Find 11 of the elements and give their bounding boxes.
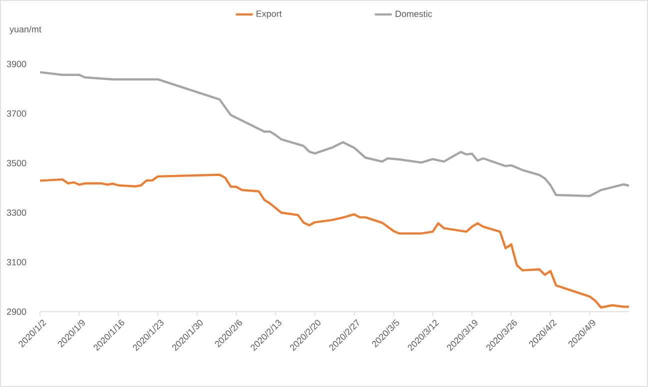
y-tick-label: 3300 xyxy=(6,209,26,216)
y-tick-label: 3900 xyxy=(6,60,26,68)
line-series xyxy=(38,174,630,309)
y-axis-title: yuan/mt xyxy=(10,26,42,34)
legend-label: Export xyxy=(256,10,282,19)
y-tick-label: 3500 xyxy=(6,160,26,166)
line-series xyxy=(38,71,630,198)
y-tick-label: 2900 xyxy=(6,308,26,315)
y-tick-label: 3700 xyxy=(6,110,26,117)
legend-label: Domestic xyxy=(396,10,432,18)
y-tick-label: 3100 xyxy=(6,258,26,266)
